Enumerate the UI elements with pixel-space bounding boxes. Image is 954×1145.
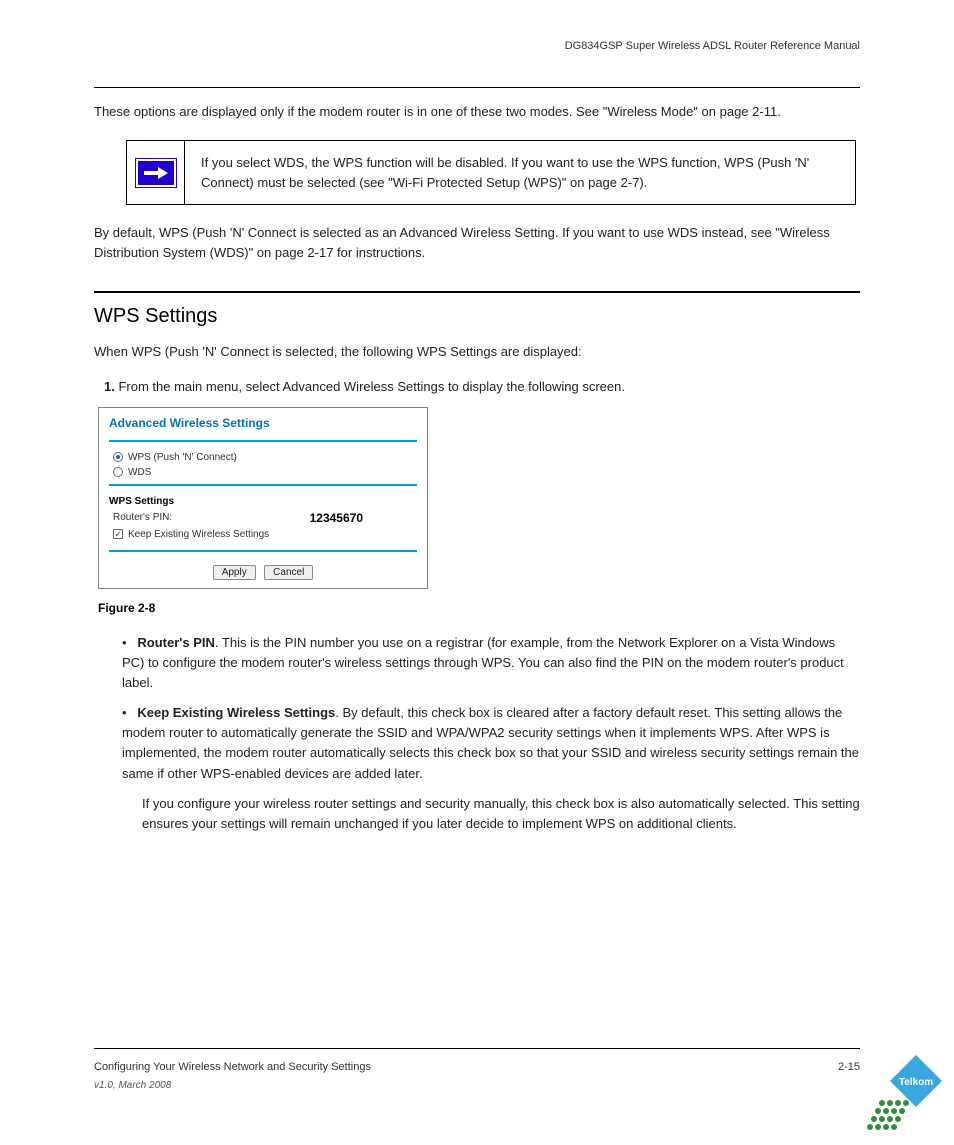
bullet-keep-settings: • Keep Existing Wireless Settings. By de… bbox=[122, 703, 860, 784]
cancel-button[interactable]: Cancel bbox=[264, 565, 313, 580]
bullet-router-pin: • Router's PIN. This is the PIN number y… bbox=[122, 633, 860, 693]
screenshot-hr-1 bbox=[109, 440, 417, 442]
arrow-right-icon bbox=[136, 159, 176, 187]
step-1: 1. From the main menu, select Advanced W… bbox=[104, 377, 860, 397]
footer-version: v1.0, March 2008 bbox=[94, 1080, 171, 1091]
section-intro: When WPS (Push 'N' Connect is selected, … bbox=[94, 342, 860, 362]
screenshot-hr-2 bbox=[109, 484, 417, 486]
header-rule bbox=[94, 87, 860, 88]
screenshot-title: Advanced Wireless Settings bbox=[99, 408, 427, 436]
router-pin-row: Router's PIN: 12345670 bbox=[99, 509, 427, 527]
section-rule bbox=[94, 291, 860, 293]
radio-unchecked-icon bbox=[113, 467, 123, 477]
bullet-keep-settings-p2: If you configure your wireless router se… bbox=[142, 794, 860, 834]
footer-page-number: 2-15 bbox=[838, 1061, 860, 1073]
svg-text:Telkom: Telkom bbox=[899, 1077, 933, 1088]
wds-radio-row[interactable]: WDS bbox=[99, 465, 427, 480]
section-heading: WPS Settings bbox=[94, 305, 860, 328]
apply-button[interactable]: Apply bbox=[213, 565, 256, 580]
transition-paragraph: By default, WPS (Push 'N' Connect is sel… bbox=[94, 223, 860, 263]
note-callout: If you select WDS, the WPS function will… bbox=[126, 140, 856, 205]
wps-radio-label: WPS (Push 'N' Connect) bbox=[128, 452, 237, 463]
intro-paragraph: These options are displayed only if the … bbox=[94, 102, 860, 122]
checkbox-checked-icon: ✓ bbox=[113, 529, 123, 539]
step-text: From the main menu, select Advanced Wire… bbox=[118, 379, 625, 394]
header-manual-title: DG834GSP Super Wireless ADSL Router Refe… bbox=[94, 40, 860, 52]
footer-left-text: Configuring Your Wireless Network and Se… bbox=[94, 1061, 371, 1073]
wps-settings-subhead: WPS Settings bbox=[99, 490, 427, 509]
screenshot-hr-3 bbox=[109, 550, 417, 552]
step-number: 1. bbox=[104, 379, 115, 394]
keep-settings-label: Keep Existing Wireless Settings bbox=[128, 529, 269, 540]
bullet-mark: • bbox=[122, 635, 127, 650]
note-icon-cell bbox=[127, 141, 185, 205]
note-text: If you select WDS, the WPS function will… bbox=[185, 141, 856, 205]
figure-caption: Figure 2-8 bbox=[98, 601, 860, 615]
footer-rule bbox=[94, 1048, 860, 1049]
router-pin-value: 12345670 bbox=[310, 511, 417, 525]
screenshot-button-row: Apply Cancel bbox=[99, 556, 427, 588]
wps-radio-row[interactable]: WPS (Push 'N' Connect) bbox=[99, 450, 427, 465]
keep-settings-row[interactable]: ✓ Keep Existing Wireless Settings bbox=[99, 527, 427, 546]
bullet-router-pin-text: This is the PIN number you use on a regi… bbox=[122, 635, 844, 690]
embedded-screenshot: Advanced Wireless Settings WPS (Push 'N'… bbox=[98, 407, 428, 589]
router-pin-label: Router's PIN: bbox=[113, 512, 310, 523]
bullet-mark-2: • bbox=[122, 705, 127, 720]
wds-radio-label: WDS bbox=[128, 467, 151, 478]
telkom-logo: Telkom bbox=[866, 1053, 944, 1131]
radio-checked-icon bbox=[113, 452, 123, 462]
